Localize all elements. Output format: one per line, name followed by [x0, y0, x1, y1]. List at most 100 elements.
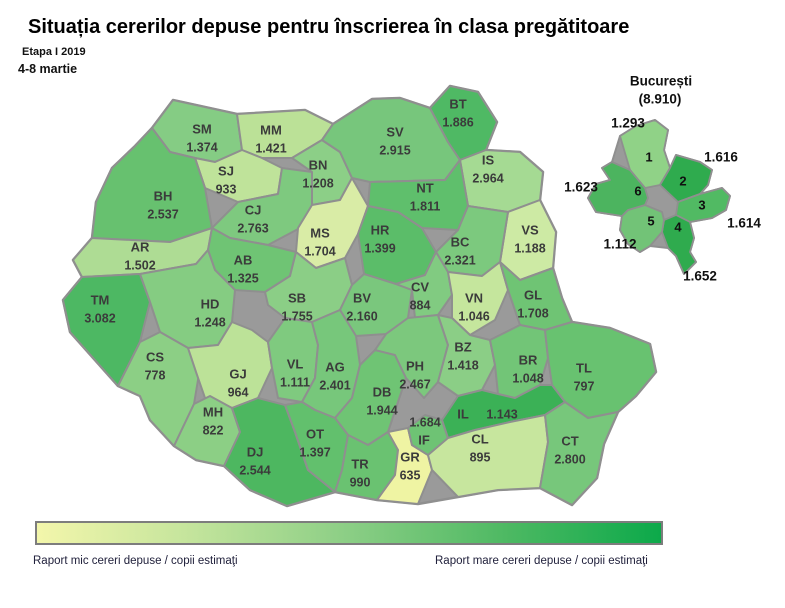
- county-code-GJ: GJ: [229, 366, 246, 381]
- county-code-HD: HD: [201, 296, 220, 311]
- subtitle-etapa: Etapa I 2019: [22, 46, 86, 58]
- county-value-SV: 2.915: [379, 143, 410, 157]
- county-value-VL: 1.111: [280, 375, 310, 389]
- county-value-IS: 2.964: [472, 171, 503, 185]
- county-value-MM: 1.421: [255, 141, 286, 155]
- sector-number-6: 6: [634, 183, 641, 198]
- county-value-BZ: 1.418: [447, 358, 478, 372]
- county-value-BH: 2.537: [147, 207, 178, 221]
- county-code-CL: CL: [471, 431, 488, 446]
- bucharest-sector-6: [587, 161, 649, 217]
- county-code-IL: IL: [457, 406, 469, 421]
- county-code-VN: VN: [465, 290, 483, 305]
- county-value-TR: 990: [350, 475, 371, 489]
- county-code-GR: GR: [400, 449, 420, 464]
- county-BT: [429, 85, 498, 161]
- county-TL: [544, 321, 657, 419]
- county-value-SJ: 933: [216, 182, 237, 196]
- county-code-IS: IS: [482, 152, 495, 167]
- county-value-CV: 884: [410, 298, 431, 312]
- county-value-BV: 2.160: [346, 309, 377, 323]
- county-code-SB: SB: [288, 290, 306, 305]
- county-code-AB: AB: [234, 252, 253, 267]
- sector-number-2: 2: [679, 173, 686, 188]
- county-code-BN: BN: [309, 157, 328, 172]
- county-code-BT: BT: [449, 96, 466, 111]
- county-code-MH: MH: [203, 404, 223, 419]
- county-value-BR: 1.048: [512, 371, 543, 385]
- county-CS: [117, 331, 201, 447]
- page-title: Situația cererilor depuse pentru înscrie…: [28, 16, 630, 38]
- county-code-BV: BV: [353, 290, 371, 305]
- county-value-TL: 797: [574, 379, 595, 393]
- county-CT: [539, 401, 619, 506]
- county-code-TR: TR: [351, 456, 369, 471]
- county-value-HR: 1.399: [364, 241, 395, 255]
- county-value-NT: 1.811: [410, 199, 441, 213]
- sector-value-4: 1.652: [683, 269, 717, 284]
- county-code-CS: CS: [146, 349, 164, 364]
- county-code-PH: PH: [406, 358, 424, 373]
- county-value-CS: 778: [145, 368, 166, 382]
- sector-value-1: 1.293: [611, 116, 645, 131]
- county-code-DB: DB: [373, 384, 392, 399]
- county-code-NT: NT: [416, 180, 433, 195]
- bucharest-sector-5: [619, 204, 665, 253]
- county-code-CT: CT: [561, 433, 578, 448]
- legend-low-label: Raport mic cereri depuse / copii estimaţ…: [33, 555, 238, 567]
- county-VN: [447, 261, 509, 336]
- sector-number-5: 5: [647, 213, 654, 228]
- county-value-GJ: 964: [228, 385, 249, 399]
- county-code-MS: MS: [310, 225, 330, 240]
- county-value-DB: 1.944: [366, 403, 397, 417]
- county-value-DJ: 2.544: [239, 463, 270, 477]
- county-code-VS: VS: [521, 222, 539, 237]
- county-code-AG: AG: [325, 359, 345, 374]
- county-value-SM: 1.374: [186, 140, 217, 154]
- bucharest-total: (8.910): [639, 92, 682, 107]
- county-value-BT: 1.886: [442, 115, 473, 129]
- bucharest-sector-2: [659, 154, 713, 203]
- county-code-BC: BC: [451, 234, 470, 249]
- county-value-AB: 1.325: [227, 271, 258, 285]
- county-TM: [62, 273, 151, 387]
- county-value-VS: 1.188: [514, 241, 545, 255]
- legend-high-label: Raport mare cereri depuse / copii estima…: [435, 555, 648, 567]
- county-code-BH: BH: [154, 188, 173, 203]
- sector-number-4: 4: [674, 219, 682, 234]
- sector-number-1: 1: [645, 149, 652, 164]
- subtitle-period: 4-8 martie: [18, 62, 78, 76]
- county-code-CJ: CJ: [245, 202, 262, 217]
- county-value-CL: 895: [470, 450, 491, 464]
- county-value-IF: 1.684: [409, 415, 440, 429]
- sector-value-3: 1.614: [727, 216, 761, 231]
- county-code-IF: IF: [418, 432, 430, 447]
- county-code-HR: HR: [371, 222, 390, 237]
- county-code-MM: MM: [260, 122, 282, 137]
- county-code-TM: TM: [91, 292, 110, 307]
- county-code-CV: CV: [411, 279, 429, 294]
- county-code-AR: AR: [131, 239, 150, 254]
- county-code-OT: OT: [306, 426, 324, 441]
- county-value-BN: 1.208: [302, 176, 333, 190]
- county-value-BC: 2.321: [444, 253, 475, 267]
- county-value-MS: 1.704: [304, 244, 335, 258]
- county-value-OT: 1.397: [299, 445, 330, 459]
- county-value-CJ: 2.763: [237, 221, 268, 235]
- county-code-SJ: SJ: [218, 163, 234, 178]
- sector-value-5: 1.112: [603, 237, 636, 252]
- county-value-TM: 3.082: [84, 311, 115, 325]
- sector-value-2: 1.616: [704, 150, 738, 165]
- county-code-SV: SV: [386, 124, 404, 139]
- county-value-GL: 1.708: [517, 306, 548, 320]
- county-code-BR: BR: [519, 352, 538, 367]
- county-code-VL: VL: [287, 356, 304, 371]
- county-value-AG: 2.401: [319, 378, 350, 392]
- county-code-DJ: DJ: [247, 444, 264, 459]
- county-code-BZ: BZ: [454, 339, 471, 354]
- county-value-VN: 1.046: [458, 309, 489, 323]
- county-BZ: [437, 314, 496, 397]
- bucharest-title: București: [630, 74, 692, 89]
